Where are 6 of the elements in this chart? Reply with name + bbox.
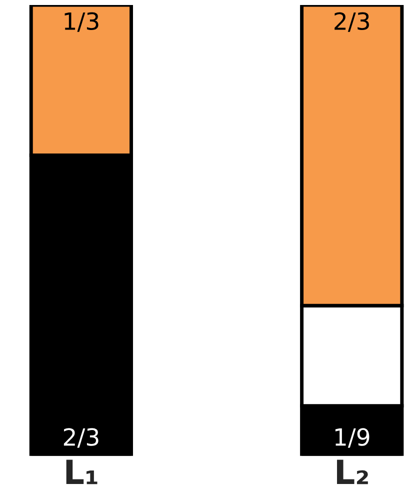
data-label: 1/3 <box>64 12 98 32</box>
data-label: 2/3 <box>64 428 98 448</box>
data-label: 1/9 <box>335 428 370 448</box>
x-tick-label: L₂ <box>337 460 368 484</box>
x-tick-label: L₁ <box>66 460 98 484</box>
data-label: 2/3 <box>334 12 369 32</box>
